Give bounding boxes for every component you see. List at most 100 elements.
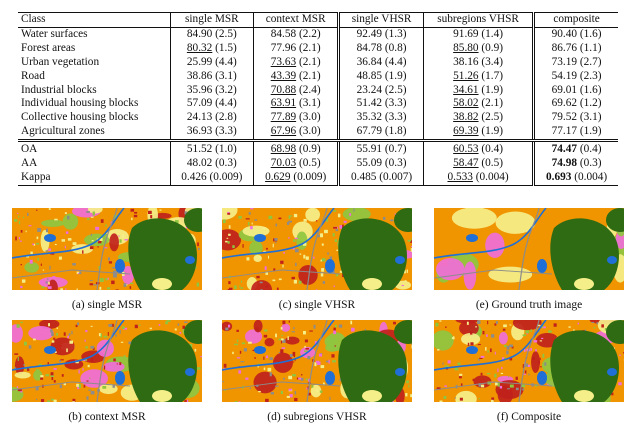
table-cell: 36.84 (4.4) (337, 55, 424, 70)
header-single-vhsr: single VHSR (337, 12, 424, 28)
cell-value: 74.47 (551, 143, 578, 156)
table-cell: 0.693 (0.004) (532, 170, 618, 186)
table-row: Water surfaces 84.90 (2.5) 84.58 (2.2) 92.4… (18, 27, 618, 42)
table-cell: 35.96 (3.2) (169, 83, 254, 98)
table-row: Road 38.86 (3.1) 43.39 (2.1) 48.85 (1.9) 51.… (18, 69, 618, 84)
table-cell: 73.63 (2.1) (253, 55, 339, 70)
cell-std: (1.3) (384, 27, 407, 40)
cell-value: 79.52 (551, 111, 578, 124)
cell-value: 0.533 (447, 170, 473, 183)
cell-value: 51.42 (356, 97, 383, 110)
header-composite: composite (532, 12, 618, 28)
table-cell: 63.91 (3.1) (253, 97, 339, 112)
table-cell: 91.69 (1.4) (423, 27, 534, 42)
row-label: Agricultural zones (18, 125, 170, 143)
cell-value: 51.52 (186, 143, 213, 156)
cell-std: (0.8) (384, 41, 407, 54)
row-label: AA (21, 157, 38, 170)
cell-std: (4.4) (215, 55, 237, 68)
row-label: Forest areas (21, 41, 76, 54)
cell-std: (1.9) (481, 83, 504, 96)
table-cell: 77.17 (1.9) (532, 125, 618, 143)
table-row: Collective housing blocks 24.13 (2.8) 77.8… (18, 111, 618, 126)
land-cover-map-a (12, 208, 202, 290)
cell-std: (2.4) (298, 83, 321, 96)
table-cell: 74.98 (0.3) (532, 157, 618, 171)
land-cover-map-f (434, 320, 624, 402)
cell-value: 48.02 (186, 157, 213, 170)
table-cell: 68.98 (0.9) (253, 140, 339, 158)
table-row: Urban vegetation 25.99 (4.4) 73.63 (2.1) 36… (18, 55, 618, 70)
cell-std: (2.1) (298, 69, 321, 82)
cell-value: 70.03 (270, 157, 297, 170)
map-image (12, 208, 202, 290)
cell-value: 34.61 (453, 83, 479, 96)
table-cell: 38.16 (3.4) (423, 55, 534, 70)
cell-value: 84.90 (186, 27, 213, 40)
table-cell: 38.82 (2.5) (423, 111, 534, 126)
cell-value: 58.02 (453, 97, 479, 110)
cell-value: 36.84 (356, 55, 383, 68)
cell-value: 77.17 (551, 125, 578, 138)
table-cell: 90.40 (1.6) (532, 27, 618, 42)
cell-value: 51.26 (453, 69, 479, 82)
cell-value: 0.426 (181, 170, 207, 183)
cell-std: (2.2) (298, 27, 321, 40)
cell-std: (1.1) (579, 41, 602, 54)
cell-std: (3.3) (384, 97, 407, 110)
cell-std: (3.1) (298, 97, 321, 110)
cell-std: (0.4) (579, 143, 602, 156)
cell-std: (0.3) (579, 157, 602, 170)
cell-std: (1.8) (384, 125, 407, 138)
cell-std: (0.5) (298, 157, 321, 170)
table-cell: 0.426 (0.009) (169, 170, 254, 186)
cell-std: (0.3) (384, 157, 407, 170)
table-cell: 25.99 (4.4) (169, 55, 254, 70)
cell-std: (3.0) (298, 125, 321, 138)
map-image (12, 320, 202, 402)
cell-value: 77.96 (270, 41, 297, 54)
cell-std: (0.009) (293, 170, 327, 183)
cell-std: (3.2) (215, 83, 237, 96)
row-label: Kappa (18, 170, 170, 186)
table-cell: 69.39 (1.9) (423, 125, 534, 143)
cell-value: 77.89 (270, 111, 297, 124)
figure-caption-b: (b) context MSR (68, 411, 146, 423)
land-cover-map-c (222, 208, 412, 290)
table-cell: 58.02 (2.1) (423, 97, 534, 112)
cell-value: 69.62 (551, 97, 578, 110)
figure-caption-a: (a) single MSR (71, 299, 143, 311)
table-cell: 51.42 (3.3) (337, 97, 424, 112)
table-cell: 74.47 (0.4) (532, 140, 618, 158)
table-cell: 55.91 (0.7) (337, 140, 424, 158)
figure-caption-c: (c) single VHSR (278, 299, 356, 311)
cell-std: (0.9) (481, 41, 504, 54)
table-row: Industrial blocks 35.96 (3.2) 70.88 (2.4) 2… (18, 83, 618, 98)
cell-std: (0.3) (215, 157, 237, 170)
cell-value: 54.19 (551, 69, 578, 82)
cell-value: 55.91 (356, 143, 383, 156)
cell-value: 67.79 (356, 125, 383, 138)
table-cell: 38.86 (3.1) (169, 69, 254, 84)
table-cell: 51.52 (1.0) (169, 140, 254, 158)
cell-value: 24.13 (186, 111, 213, 124)
table-cell: 69.62 (1.2) (532, 97, 618, 112)
table-row: Agricultural zones 36.93 (3.3) 67.96 (3.0)… (18, 125, 618, 143)
cell-std: (2.1) (298, 41, 321, 54)
cell-std: (0.009) (209, 170, 243, 183)
table-cell: 34.61 (1.9) (423, 83, 534, 98)
header-context-msr: context MSR (253, 12, 339, 28)
row-label: OA (21, 143, 38, 156)
cell-value: 25.99 (186, 55, 213, 68)
cell-std: (3.4) (481, 55, 504, 68)
cell-value: 92.49 (356, 27, 383, 40)
cell-std: (1.6) (579, 27, 602, 40)
cell-value: 67.96 (270, 125, 297, 138)
row-label: Road (21, 69, 45, 82)
cell-value: 74.98 (551, 157, 578, 170)
table-cell: 70.03 (0.5) (253, 157, 339, 171)
cell-std: (0.9) (298, 143, 321, 156)
cell-std: (0.004) (574, 170, 608, 183)
cell-value: 60.53 (453, 143, 479, 156)
cell-value: 38.86 (186, 69, 213, 82)
